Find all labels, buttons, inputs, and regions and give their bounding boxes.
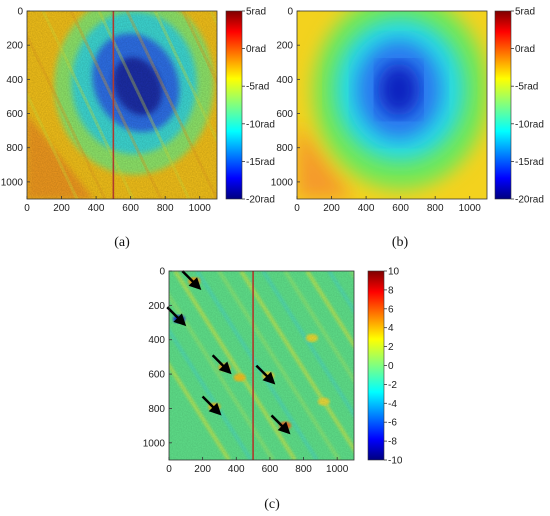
colorbar-tick-label: -6 bbox=[388, 418, 397, 429]
colorbar-tick-label: -20rad bbox=[515, 195, 544, 206]
arrow-shape bbox=[270, 414, 291, 435]
x-tick-label: 0 bbox=[166, 464, 172, 475]
arrow-shape bbox=[201, 395, 222, 416]
heatmap-region-lowerleft bbox=[297, 123, 354, 199]
colorbar-tick-label: -10rad bbox=[515, 119, 544, 130]
colorbar-tick-label: -15rad bbox=[515, 157, 544, 168]
annotation-arrow bbox=[255, 364, 276, 385]
colorbar-tick-label: 5rad bbox=[515, 7, 535, 18]
heatmap-field-0 bbox=[27, 11, 217, 199]
x-tick-label: 200 bbox=[53, 203, 70, 214]
y-tick-label: 600 bbox=[148, 370, 165, 381]
colorbar-tick-label: -8 bbox=[388, 437, 397, 448]
colorbar-tick-label: -10 bbox=[388, 456, 403, 467]
colorbar-tick-label: 5rad bbox=[246, 7, 266, 18]
colorbar bbox=[367, 270, 385, 461]
x-tick-label: 400 bbox=[228, 464, 245, 475]
y-tick-label: 800 bbox=[6, 143, 23, 154]
colorbar-tick-label: 2 bbox=[388, 342, 394, 353]
heatmap-field-2 bbox=[169, 271, 354, 460]
y-tick-label: 1000 bbox=[271, 177, 294, 188]
heatmap-core bbox=[378, 63, 420, 116]
x-tick-label: 0 bbox=[294, 203, 300, 214]
arrow-shape bbox=[255, 364, 276, 385]
y-tick-label: 400 bbox=[276, 75, 293, 86]
y-tick-label: 1000 bbox=[143, 438, 166, 449]
x-tick-label: 1000 bbox=[189, 203, 212, 214]
y-tick-label: 800 bbox=[276, 143, 293, 154]
colorbar-tick-label: -5rad bbox=[246, 82, 269, 93]
y-tick-label: 200 bbox=[276, 41, 293, 52]
y-tick-label: 400 bbox=[6, 75, 23, 86]
colorbar-tick-label: 0rad bbox=[515, 44, 535, 55]
colorbar-tick-label: 8 bbox=[388, 285, 394, 296]
panel-1: 0 200 400 600 800 1000 0 200 400 600 800 1000 5rad 0r… bbox=[271, 7, 544, 251]
panel-caption: (b) bbox=[392, 235, 409, 250]
x-tick-label: 200 bbox=[323, 203, 340, 214]
annotation-arrow bbox=[181, 270, 202, 291]
heatmap-field-1 bbox=[297, 11, 487, 199]
heatmap-noise bbox=[169, 271, 354, 460]
heatmap-striation bbox=[209, 11, 217, 28]
y-tick-label: 600 bbox=[6, 109, 23, 120]
colorbar bbox=[225, 10, 243, 200]
y-tick-label: 200 bbox=[6, 41, 23, 52]
y-tick-label: 1000 bbox=[1, 177, 24, 188]
y-tick-label: 0 bbox=[17, 7, 23, 18]
arrow-shape bbox=[166, 306, 187, 327]
y-tick-label: 0 bbox=[159, 267, 165, 278]
annotation-arrow bbox=[211, 354, 232, 375]
y-tick-label: 0 bbox=[287, 7, 293, 18]
arrow-shape bbox=[211, 354, 232, 375]
x-tick-label: 200 bbox=[194, 464, 211, 475]
colorbar-tick-label: 4 bbox=[388, 323, 394, 334]
y-tick-label: 400 bbox=[148, 335, 165, 346]
y-tick-label: 600 bbox=[276, 109, 293, 120]
colorbar-tick-label: -2 bbox=[388, 380, 397, 391]
colorbar-tick-label: -5rad bbox=[515, 82, 538, 93]
x-tick-label: 400 bbox=[358, 203, 375, 214]
x-tick-label: 400 bbox=[88, 203, 105, 214]
plot-frame bbox=[26, 10, 218, 200]
annotation-arrow bbox=[270, 414, 291, 435]
x-tick-label: 600 bbox=[262, 464, 279, 475]
colorbar-tick-label: -20rad bbox=[246, 195, 275, 206]
x-tick-label: 1000 bbox=[326, 464, 349, 475]
panel-2: 0 200 400 600 800 1000 0 200 400 600 800 1000 10 8 6 4 2… bbox=[143, 267, 403, 513]
x-tick-label: 800 bbox=[157, 203, 174, 214]
panel-0: 0 200 400 600 800 1000 0 200 400 600 800 1000 5rad 0r… bbox=[1, 7, 275, 251]
colorbar-tick-label: 0rad bbox=[246, 44, 266, 55]
plot-frame bbox=[168, 270, 355, 461]
arrow-shape bbox=[181, 270, 202, 291]
annotation-arrow bbox=[201, 395, 222, 416]
x-tick-label: 600 bbox=[122, 203, 139, 214]
x-tick-label: 800 bbox=[295, 464, 312, 475]
colorbar-tick-label: 6 bbox=[388, 304, 394, 315]
x-tick-label: 800 bbox=[427, 203, 444, 214]
panel-caption: (c) bbox=[264, 497, 280, 512]
plot-frame bbox=[296, 10, 488, 200]
annotation-arrow bbox=[166, 306, 187, 327]
panel-caption: (a) bbox=[114, 235, 130, 250]
colorbar-tick-label: 0 bbox=[388, 361, 394, 372]
y-tick-label: 800 bbox=[148, 404, 165, 415]
x-tick-label: 1000 bbox=[459, 203, 482, 214]
colorbar bbox=[494, 10, 512, 200]
colorbar-tick-label: -4 bbox=[388, 399, 397, 410]
heatmap-noise bbox=[27, 11, 217, 199]
colorbar-tick-label: -10rad bbox=[246, 119, 275, 130]
x-tick-label: 0 bbox=[24, 203, 30, 214]
colorbar-tick-label: 10 bbox=[388, 267, 400, 278]
y-tick-label: 200 bbox=[148, 301, 165, 312]
x-tick-label: 600 bbox=[392, 203, 409, 214]
colorbar-tick-label: -15rad bbox=[246, 157, 275, 168]
